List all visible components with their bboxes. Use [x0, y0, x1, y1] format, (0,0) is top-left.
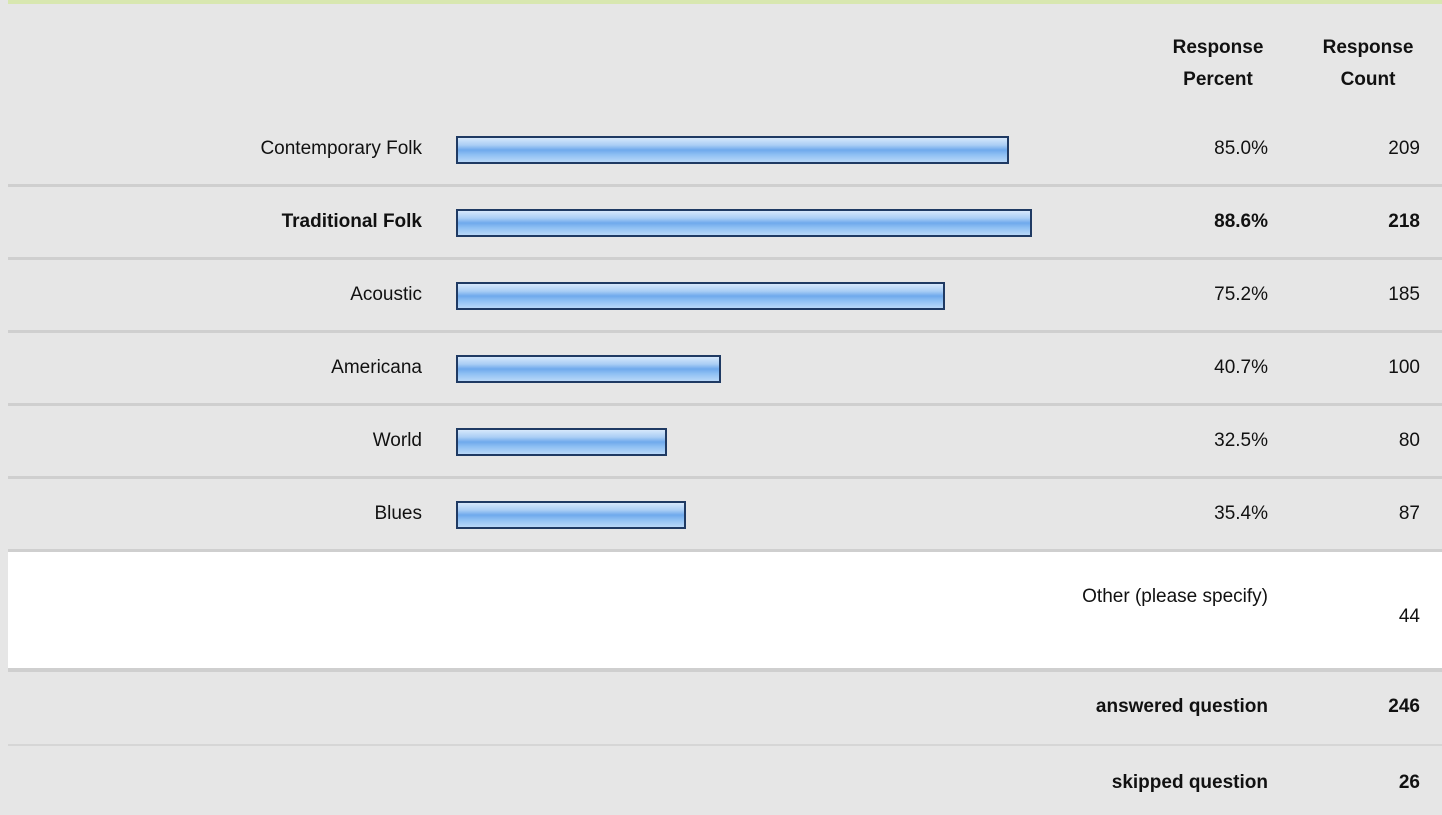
answer-row: Blues 35.4% 87	[8, 479, 1442, 552]
answered-question-value: 246	[1388, 696, 1420, 717]
response-count: 87	[1398, 503, 1420, 524]
answer-label: Contemporary Folk	[260, 138, 422, 159]
answer-label: World	[372, 430, 422, 451]
answered-question-row: answered question 246	[8, 672, 1442, 744]
response-bar	[456, 501, 686, 529]
response-percent-header: Response Percent	[1172, 37, 1264, 90]
answer-label: Americana	[331, 357, 422, 378]
answer-row: Traditional Folk 88.6% 218	[8, 187, 1442, 260]
response-count: 209	[1388, 138, 1420, 159]
answer-label: Blues	[374, 503, 422, 524]
answered-question-label: answered question	[1095, 696, 1268, 717]
skipped-question-value: 26	[1398, 772, 1420, 793]
response-bar	[456, 209, 1032, 237]
answer-label-cell: World	[8, 406, 438, 476]
answer-row: Acoustic 75.2% 185	[8, 260, 1442, 333]
response-percent: 88.6%	[1214, 211, 1268, 232]
response-percent: 75.2%	[1214, 284, 1268, 305]
skipped-question-label: skipped question	[1111, 772, 1268, 793]
response-bar	[456, 282, 945, 310]
response-count-header: Response Count	[1322, 37, 1414, 90]
response-percent: 40.7%	[1214, 357, 1268, 378]
response-percent: 35.4%	[1214, 503, 1268, 524]
answer-label: Traditional Folk	[281, 211, 422, 232]
answer-row: Americana 40.7% 100	[8, 333, 1442, 406]
response-count: 185	[1388, 284, 1420, 305]
answer-row: World 32.5% 80	[8, 406, 1442, 479]
summary-divider	[8, 668, 1442, 672]
answer-label-cell: Americana	[8, 333, 438, 403]
response-percent: 32.5%	[1214, 430, 1268, 451]
top-accent-line	[8, 0, 1442, 4]
other-count: 44	[1398, 606, 1420, 627]
answer-label-cell: Acoustic	[8, 260, 438, 330]
response-count: 100	[1388, 357, 1420, 378]
answer-label-cell: Blues	[8, 479, 438, 549]
response-bar	[456, 136, 1009, 164]
summary-row-divider	[8, 744, 1442, 746]
response-count: 218	[1388, 211, 1420, 232]
response-bar	[456, 428, 667, 456]
response-bar	[456, 355, 721, 383]
answer-label-cell: Contemporary Folk	[8, 114, 438, 184]
answer-row: Contemporary Folk 85.0% 209	[8, 114, 1442, 187]
skipped-question-row: skipped question 26	[8, 746, 1442, 815]
response-percent: 85.0%	[1214, 138, 1268, 159]
answer-label: Acoustic	[350, 284, 422, 305]
answer-label-cell: Traditional Folk	[8, 187, 438, 257]
response-count: 80	[1398, 430, 1420, 451]
table-header: Response Percent Response Count	[8, 4, 1442, 114]
other-please-specify-link[interactable]: Other (please specify)	[1082, 586, 1268, 607]
